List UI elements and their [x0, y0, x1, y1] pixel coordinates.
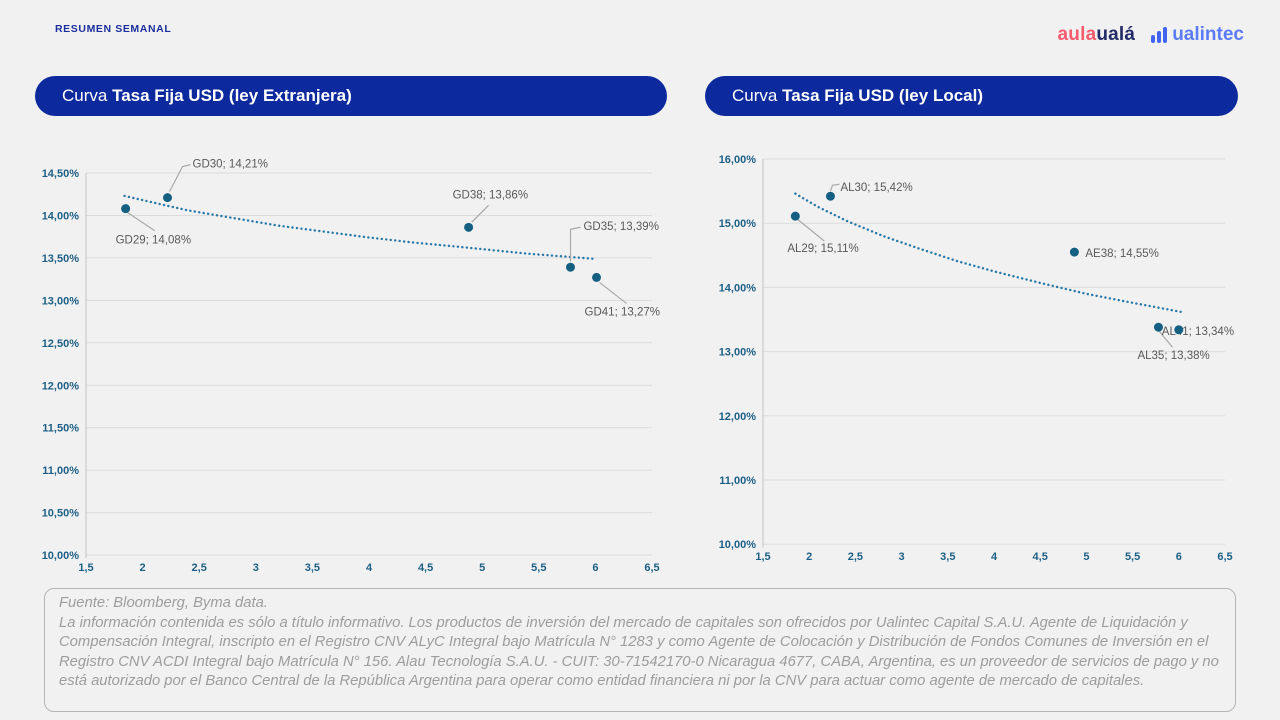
chart-title-right: Curva Tasa Fija USD (ley Local) [705, 76, 1238, 116]
point-labels: GD29; 14,08% GD30; 14,21% GD38; 13,86% GD35… [116, 159, 660, 319]
svg-text:2: 2 [140, 562, 146, 574]
svg-text:AE38; 14,55%: AE38; 14,55% [1085, 248, 1159, 260]
trendline [123, 194, 595, 260]
svg-text:6: 6 [592, 562, 598, 574]
y-axis-labels: 14,50% 14,00% 13,50% 13,00% 12,50% 12,00% 11,5… [42, 168, 80, 562]
disclaimer-box: Fuente: Bloomberg, Byma data. La informa… [44, 588, 1236, 712]
data-point-gd29 [121, 204, 131, 214]
point-labels: AL29; 15,11% AL30; 15,42% AE38; 14,55% AL35… [787, 182, 1234, 362]
svg-text:5,5: 5,5 [1125, 551, 1140, 563]
svg-text:12,00%: 12,00% [719, 411, 757, 423]
svg-text:AL35; 13,38%: AL35; 13,38% [1137, 350, 1209, 362]
aula-uala-logo: aulaualá [1058, 24, 1136, 46]
svg-text:4: 4 [991, 551, 998, 563]
svg-text:5: 5 [479, 562, 485, 574]
svg-text:14,50%: 14,50% [42, 168, 80, 180]
data-point-gd35 [565, 262, 575, 272]
svg-text:11,50%: 11,50% [42, 423, 79, 435]
chart-title-left: Curva Tasa Fija USD (ley Extranjera) [35, 76, 667, 116]
data-points [790, 191, 1184, 335]
data-point-al30 [825, 191, 835, 201]
svg-text:GD30; 14,21%: GD30; 14,21% [193, 159, 268, 171]
svg-text:13,00%: 13,00% [719, 347, 757, 359]
svg-text:11,00%: 11,00% [42, 465, 79, 477]
scatter-plot: 16,00% 15,00% 14,00% 13,00% 12,00% 11,00% 10,0… [719, 154, 1234, 563]
data-point-gd38 [464, 222, 474, 232]
data-point-ae38 [1069, 247, 1079, 257]
data-point-al29 [790, 211, 800, 221]
svg-text:GD29; 14,08%: GD29; 14,08% [116, 235, 191, 247]
svg-text:AL30; 15,42%: AL30; 15,42% [840, 182, 912, 194]
svg-text:GD38; 13,86%: GD38; 13,86% [453, 189, 528, 201]
bar-chart-icon [1151, 27, 1168, 46]
svg-text:4,5: 4,5 [418, 562, 433, 574]
svg-text:10,00%: 10,00% [719, 539, 757, 551]
data-point-gd41 [592, 272, 602, 282]
source-line: Fuente: Bloomberg, Byma data. [59, 595, 268, 611]
data-point-al35 [1153, 322, 1163, 332]
svg-text:4: 4 [366, 562, 373, 574]
svg-text:GD35; 13,39%: GD35; 13,39% [583, 221, 658, 233]
gridlines [86, 172, 652, 556]
svg-text:AL41; 13,34%: AL41; 13,34% [1162, 326, 1234, 338]
scatter-plot: 14,50% 14,00% 13,50% 13,00% 12,50% 12,00% 11,5… [42, 159, 660, 574]
aula-uala-logo-part2: ualá [1096, 24, 1136, 45]
chart-ley-local: 16,00% 15,00% 14,00% 13,00% 12,00% 11,00% 10,0… [700, 145, 1270, 590]
svg-text:5: 5 [1083, 551, 1089, 563]
x-axis-labels: 1,5 2 2,5 3 3,5 4 4,5 5 5,5 6 6,5 [755, 551, 1232, 563]
svg-text:1,5: 1,5 [755, 551, 770, 563]
ualintec-logo: ualintec [1151, 24, 1244, 46]
svg-text:6,5: 6,5 [1217, 551, 1232, 563]
svg-text:5,5: 5,5 [531, 562, 546, 574]
leader-lines [796, 183, 1173, 348]
data-point-al41 [1174, 325, 1184, 335]
svg-text:14,00%: 14,00% [42, 210, 80, 222]
svg-text:2,5: 2,5 [192, 562, 207, 574]
chart-title-right-prefix: Curva [732, 86, 778, 105]
svg-text:16,00%: 16,00% [719, 154, 757, 166]
svg-text:11,00%: 11,00% [719, 475, 756, 487]
svg-text:4,5: 4,5 [1033, 551, 1048, 563]
chart-ley-extranjera: 14,50% 14,00% 13,50% 13,00% 12,50% 12,00% 11,5… [30, 145, 680, 590]
chart-title-right-bold: Tasa Fija USD (ley Local) [782, 86, 984, 105]
svg-text:GD41; 13,27%: GD41; 13,27% [585, 306, 660, 318]
leader-lines [127, 164, 627, 304]
report-kicker: RESUMEN SEMANAL [55, 23, 172, 35]
svg-text:13,00%: 13,00% [42, 295, 80, 307]
svg-text:3,5: 3,5 [940, 551, 955, 563]
ualintec-logo-text: ualintec [1172, 24, 1244, 45]
logo-group: aulaualá ualintec [1058, 24, 1244, 46]
disclaimer-text: La información contenida es sólo a títul… [59, 614, 1219, 690]
svg-text:6,5: 6,5 [644, 562, 659, 574]
svg-text:3,5: 3,5 [305, 562, 320, 574]
gridlines [763, 158, 1225, 545]
svg-text:12,50%: 12,50% [42, 338, 80, 350]
svg-text:14,00%: 14,00% [719, 282, 757, 294]
aula-uala-logo-part1: aula [1057, 24, 1097, 45]
svg-text:1,5: 1,5 [78, 562, 93, 574]
chart-title-left-bold: Tasa Fija USD (ley Extranjera) [112, 86, 352, 105]
svg-text:2: 2 [806, 551, 812, 563]
chart-title-left-prefix: Curva [62, 86, 108, 105]
svg-text:15,00%: 15,00% [719, 218, 757, 230]
svg-text:AL29; 15,11%: AL29; 15,11% [787, 243, 858, 255]
svg-text:2,5: 2,5 [848, 551, 863, 563]
data-points [121, 193, 602, 282]
svg-text:6: 6 [1176, 551, 1182, 563]
x-axis-labels: 1,5 2 2,5 3 3,5 4 4,5 5 5,5 6 6,5 [78, 562, 659, 574]
svg-text:10,50%: 10,50% [42, 508, 80, 520]
svg-text:3: 3 [253, 562, 259, 574]
trendline [794, 192, 1182, 313]
y-axis-labels: 16,00% 15,00% 14,00% 13,00% 12,00% 11,00% 10,0… [719, 154, 757, 551]
svg-text:12,00%: 12,00% [42, 380, 80, 392]
data-point-gd30 [163, 193, 173, 203]
svg-text:10,00%: 10,00% [42, 550, 80, 562]
svg-text:3: 3 [899, 551, 905, 563]
svg-text:13,50%: 13,50% [42, 253, 80, 265]
